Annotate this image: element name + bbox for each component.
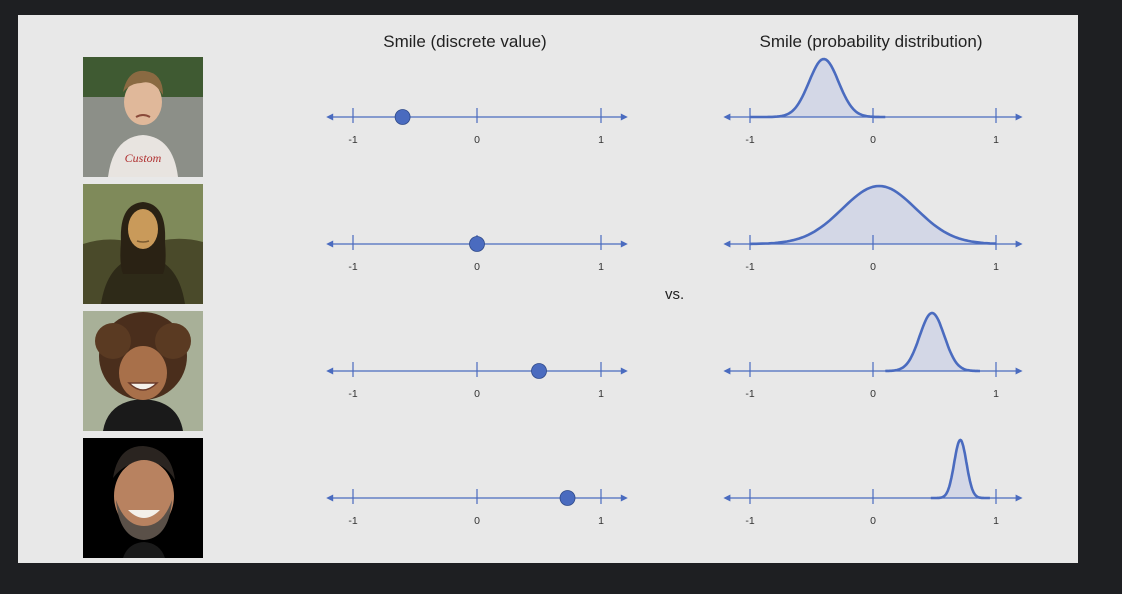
discrete-4-tick-label: -1 (348, 515, 357, 527)
distribution-1-tick-label: -1 (745, 134, 754, 146)
distribution-4-arrow-right (1015, 494, 1023, 502)
discrete-2-tick-label: -1 (348, 261, 357, 273)
discrete-3-arrow-left (326, 367, 334, 375)
distribution-fill-1 (750, 59, 886, 117)
discrete-marker-3 (531, 363, 547, 379)
distribution-curve-4 (930, 438, 990, 500)
discrete-1-tick-label: 1 (598, 134, 604, 146)
plots-canvas: -1 0 1 -1 0 1 -1 0 1 -1 0 1 -1 0 1 -1 0 1 -1 0 1 -1 0 1 (326, 57, 1023, 527)
slide: Smile (discrete value) Smile (probabilit… (18, 15, 1078, 563)
distribution-4-tick-label: 0 (870, 515, 876, 527)
distribution-3-arrow-left (723, 367, 731, 375)
vs-label: vs. (665, 286, 685, 303)
discrete-1-tick-label: 0 (474, 134, 480, 146)
distribution-3-arrow-right (1015, 367, 1023, 375)
distribution-1-arrow-left (723, 113, 731, 121)
distribution-2-arrow-left (723, 240, 731, 248)
distribution-curve-3 (885, 311, 980, 373)
discrete-2-tick-label: 1 (598, 261, 604, 273)
discrete-4-tick-label: 0 (474, 515, 480, 527)
distribution-1-arrow-right (1015, 113, 1023, 121)
discrete-plots: -1 0 1 -1 0 1 -1 0 1 -1 0 1 (326, 108, 628, 527)
distribution-2-tick-label: 0 (870, 261, 876, 273)
distribution-1-tick-label: 1 (993, 134, 999, 146)
photo-boy-frowning: Custom (83, 57, 203, 177)
photo-girl-smiling (83, 311, 203, 431)
discrete-4-arrow-right (620, 494, 628, 502)
discrete-4-tick-label: 1 (598, 515, 604, 527)
distribution-3-tick-label: 0 (870, 388, 876, 400)
distribution-curve-2 (749, 184, 997, 246)
distribution-2-tick-label: 1 (993, 261, 999, 273)
discrete-1-arrow-left (326, 113, 334, 121)
discrete-marker-1 (394, 109, 411, 125)
svg-text:Custom: Custom (125, 151, 162, 165)
photo-mona-lisa-painting (83, 184, 203, 304)
distribution-4-tick-label: 1 (993, 515, 999, 527)
distribution-3-tick-label: 1 (993, 388, 999, 400)
photo-man-laughing (83, 438, 203, 558)
distribution-2-tick-label: -1 (745, 261, 754, 273)
discrete-3-tick-label: 0 (474, 388, 480, 400)
distribution-1-tick-label: 0 (870, 134, 876, 146)
discrete-3-tick-label: 1 (598, 388, 604, 400)
discrete-1-arrow-right (620, 113, 628, 121)
distribution-fill-3 (885, 313, 980, 371)
discrete-4-arrow-left (326, 494, 334, 502)
discrete-2-arrow-right (620, 240, 628, 248)
distribution-title: Smile (probability distribution) (759, 32, 983, 51)
distribution-fill-4 (930, 440, 990, 498)
distribution-4-arrow-left (723, 494, 731, 502)
discrete-marker-2 (469, 236, 485, 252)
discrete-2-arrow-left (326, 240, 334, 248)
distribution-2-arrow-right (1015, 240, 1023, 248)
discrete-marker-4 (559, 490, 576, 506)
discrete-2-tick-label: 0 (474, 261, 480, 273)
discrete-3-arrow-right (620, 367, 628, 375)
distribution-3-tick-label: -1 (745, 388, 754, 400)
distribution-plots: -1 0 1 -1 0 1 -1 0 1 -1 0 1 (723, 57, 1023, 527)
discrete-3-tick-label: -1 (348, 388, 357, 400)
distribution-curve-1 (750, 57, 886, 119)
distribution-4-tick-label: -1 (745, 515, 754, 527)
distribution-fill-2 (750, 186, 996, 244)
discrete-1-tick-label: -1 (348, 134, 357, 146)
discrete-title: Smile (discrete value) (383, 32, 547, 51)
